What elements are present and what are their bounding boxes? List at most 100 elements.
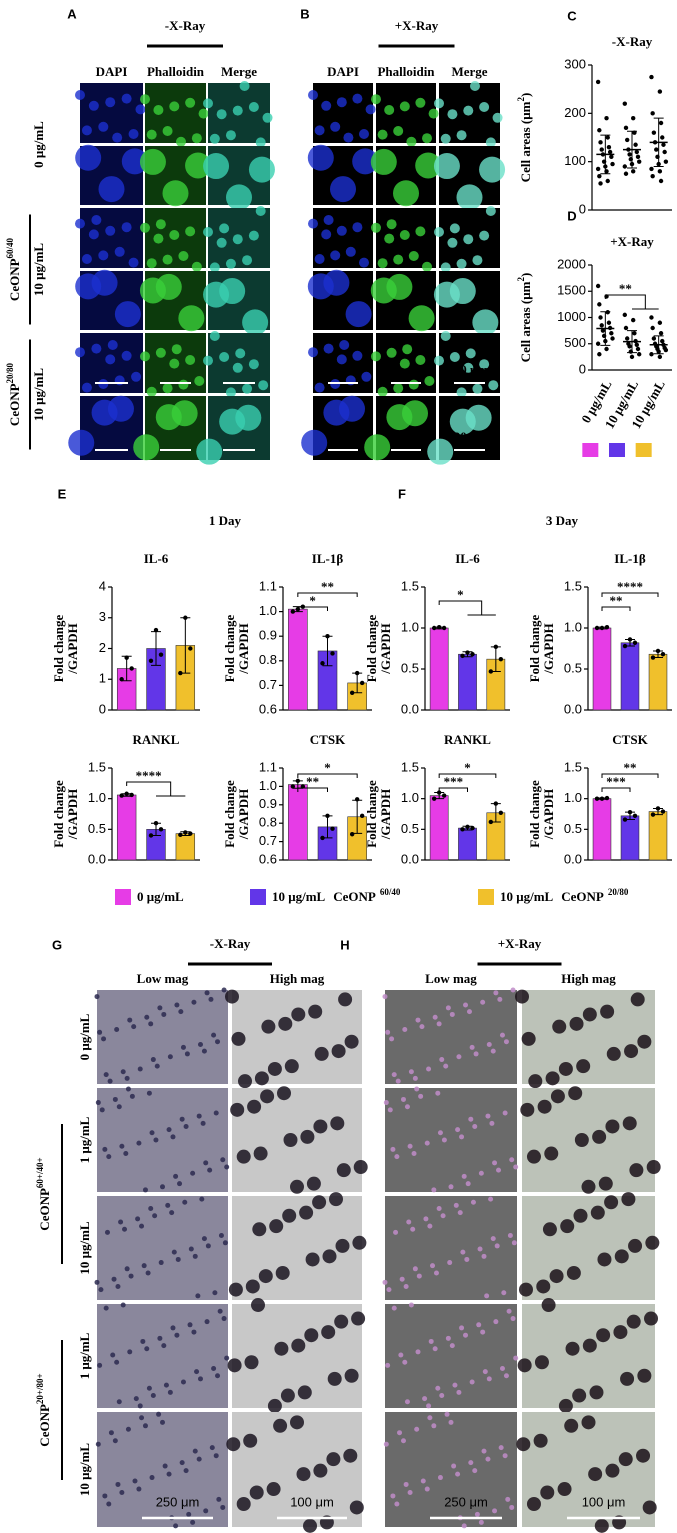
cell <box>461 1173 467 1179</box>
cell <box>185 226 196 237</box>
data-point <box>635 154 641 160</box>
cell <box>267 1398 282 1413</box>
cell <box>88 100 99 111</box>
cell <box>447 1260 453 1266</box>
cell <box>521 1031 536 1046</box>
data-point <box>604 346 609 352</box>
y-axis-label: Fold change <box>51 780 66 848</box>
cell <box>443 1063 449 1069</box>
cell <box>284 1059 299 1074</box>
data-point <box>599 323 604 328</box>
cell <box>343 1448 358 1463</box>
cell <box>352 350 363 361</box>
cell <box>112 132 123 143</box>
cell <box>497 996 503 1002</box>
data-point <box>431 796 437 801</box>
row-label: 0 μg/mL <box>31 121 46 168</box>
y-label-sup: 2 <box>516 97 526 102</box>
cell <box>330 250 341 261</box>
group-name: CeONP <box>37 1404 52 1447</box>
cell <box>327 1371 342 1386</box>
bar <box>620 815 640 861</box>
cell <box>550 1089 565 1104</box>
cell <box>485 1456 491 1462</box>
cell <box>455 1471 461 1477</box>
cell <box>502 1453 508 1459</box>
cell <box>148 1021 154 1027</box>
data-point <box>594 625 600 631</box>
cell <box>395 1078 401 1084</box>
cell <box>414 1426 420 1432</box>
group-sup: 20/80 <box>5 362 15 383</box>
cell <box>490 1048 496 1054</box>
significance-label: *** <box>606 774 626 789</box>
cell <box>336 97 347 108</box>
cell <box>445 1335 451 1341</box>
cell <box>600 1004 615 1019</box>
cell <box>338 992 353 1007</box>
cell <box>136 1486 142 1492</box>
cell <box>146 258 157 269</box>
y-tick-label: 0.5 <box>401 821 419 836</box>
cell <box>242 383 253 394</box>
cell <box>440 1213 446 1219</box>
cell <box>173 1173 179 1179</box>
cell <box>313 1463 328 1478</box>
y-tick-label: 2000 <box>557 256 586 271</box>
cell <box>321 229 332 240</box>
cell <box>197 1042 203 1048</box>
cell <box>105 97 116 108</box>
cell <box>365 104 376 115</box>
cell <box>248 230 259 241</box>
y-tick-label: 200 <box>564 105 586 120</box>
sd-bar <box>627 330 637 354</box>
cell <box>162 126 173 136</box>
cell <box>219 223 230 234</box>
cell <box>243 1433 258 1448</box>
cell <box>407 1490 413 1495</box>
data-point <box>183 615 188 620</box>
cell <box>345 246 356 257</box>
cell <box>175 1256 181 1262</box>
cell <box>244 1355 259 1370</box>
cell <box>420 1478 426 1484</box>
cell <box>230 1102 245 1117</box>
cell <box>361 371 372 382</box>
data-point <box>320 661 325 666</box>
significance-label: ** <box>619 281 632 296</box>
micrograph <box>385 990 517 1084</box>
y-tick-label: 1.0 <box>401 619 419 634</box>
cell <box>448 1184 454 1190</box>
data-point <box>631 169 636 174</box>
cell <box>205 1243 211 1249</box>
cell <box>560 1219 575 1234</box>
cell <box>589 1385 604 1400</box>
bar <box>288 784 308 861</box>
cell <box>439 1057 445 1063</box>
cell <box>75 347 85 358</box>
cell <box>386 347 397 358</box>
cell <box>485 206 496 216</box>
cell <box>186 1511 192 1517</box>
cell <box>273 1418 288 1433</box>
cell <box>330 121 341 132</box>
cell <box>68 429 95 456</box>
y-tick-label: 1.0 <box>564 790 582 805</box>
cell <box>343 132 354 143</box>
cell <box>622 1116 637 1131</box>
cell <box>135 1216 141 1222</box>
cell <box>140 94 150 105</box>
cell <box>236 1497 251 1511</box>
cell <box>225 258 236 269</box>
cell <box>323 343 334 354</box>
cell <box>459 1134 465 1140</box>
legend-swatch <box>478 889 494 905</box>
cell <box>336 354 347 365</box>
y-tick-label: 0.8 <box>259 652 277 667</box>
micrograph <box>522 1412 655 1527</box>
legend-entry: 10 μg/mL CeONP 60/40 <box>272 887 401 904</box>
cell <box>215 1039 221 1045</box>
data-point <box>623 325 629 331</box>
cell <box>604 1195 619 1210</box>
cell <box>105 354 116 365</box>
